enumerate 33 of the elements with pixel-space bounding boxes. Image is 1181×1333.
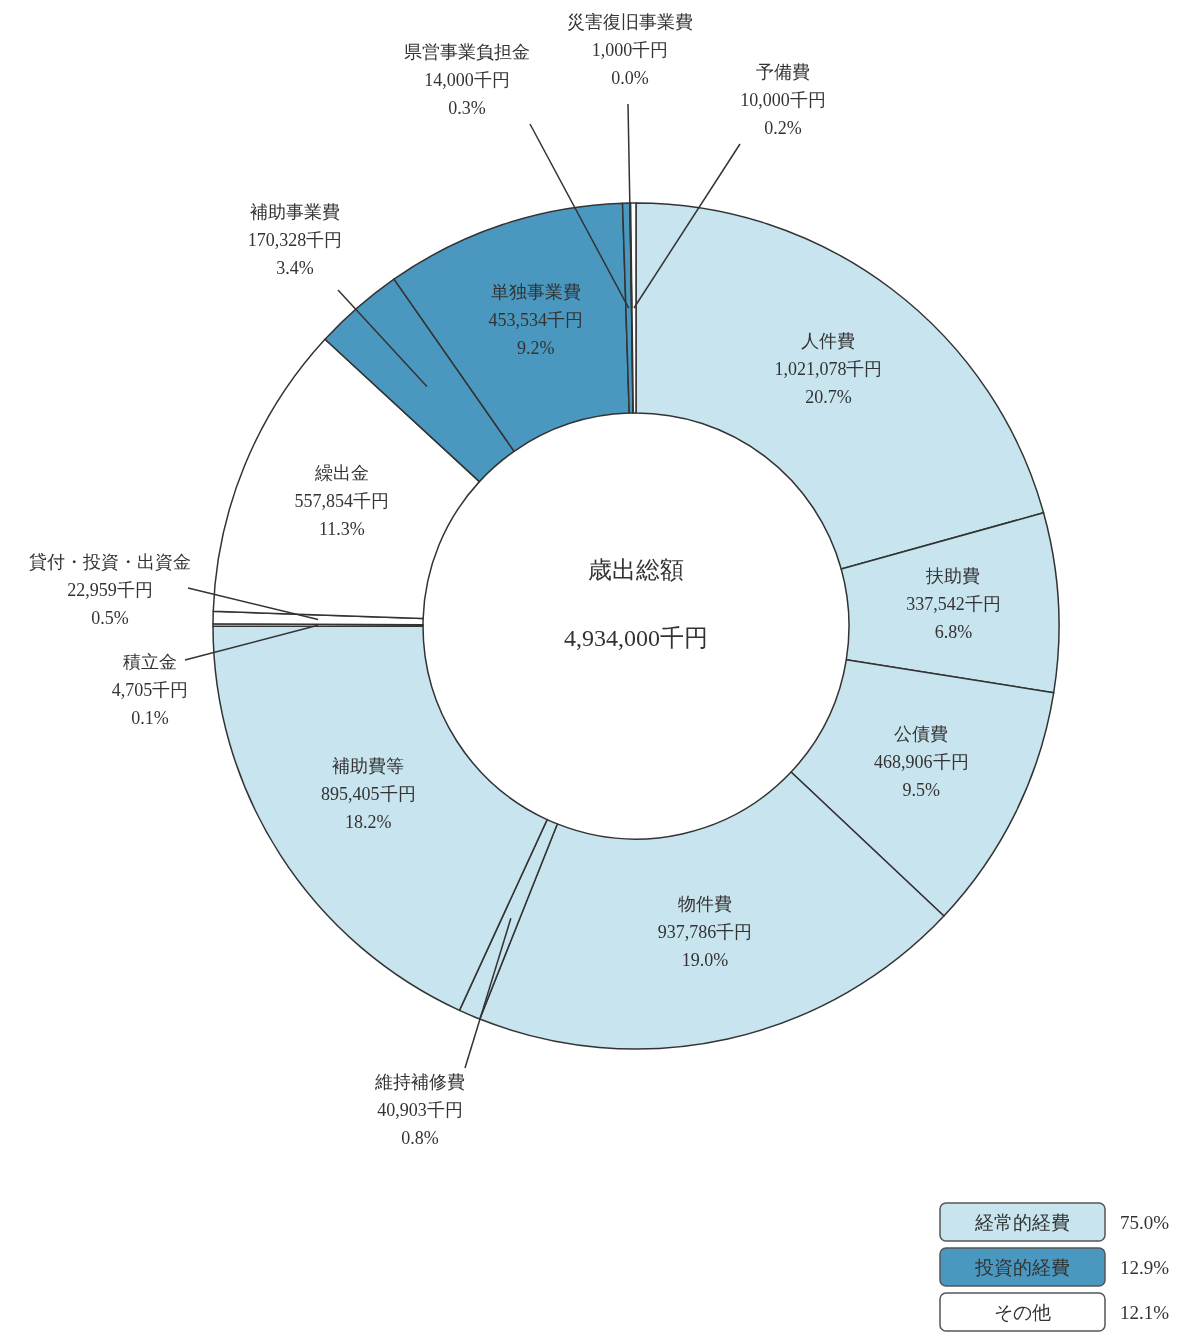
data-label: 895,405千円 18.2% [321,783,416,832]
text: 歳出総額 [588,557,684,583]
slice-label: 積立金 [123,652,177,672]
slice-label: 繰出金 [313,463,369,484]
text: 4,934,000千円 [564,625,708,651]
slice-label: 補助事業費 [250,202,340,222]
slice-label: 物件費 [677,894,732,915]
slice-label: 扶助費 [925,566,981,587]
data-label: 14,000千円 0.3% [424,70,510,118]
slice-label: 補助費等 [332,755,405,776]
slice-label: 単独事業費 [490,282,581,303]
text: 経常的経費 75.0% [974,1212,1170,1233]
data-label: 22,959千円 0.5% [67,580,153,628]
slice-label: 貸付・投資・出資金 [29,552,191,572]
data-label: 10,000千円 0.2% [740,90,826,138]
data-label: 1,000千円 0.0% [591,40,669,88]
data-label: 468,906千円 9.5% [874,752,969,801]
data-label: 337,542千円 6.8% [906,594,1001,643]
slice-label: 災害復旧事業費 [567,12,693,32]
data-label: 1,021,078千円 20.7% [774,358,883,407]
data-label: 40,903千円 0.8% [377,1100,463,1148]
data-label: 937,786千円 19.0% [657,922,753,971]
slice-label: 予備費 [756,62,810,82]
slice-label: 公債費 [894,724,949,745]
slice-label: 人件費 [801,330,856,351]
slice-label: 維持補修費 [374,1072,465,1092]
data-label: 170,328千円 3.4% [247,230,343,278]
data-label: 453,534千円 9.2% [488,310,584,359]
data-label: 4,705千円 0.1% [111,680,189,728]
text: その他 12.1% [993,1302,1170,1323]
slice-label: 県営事業負担金 [404,42,530,62]
data-label: 557,854千円 11.3% [294,491,390,540]
text: 投資的経費 12.9% [974,1257,1170,1278]
